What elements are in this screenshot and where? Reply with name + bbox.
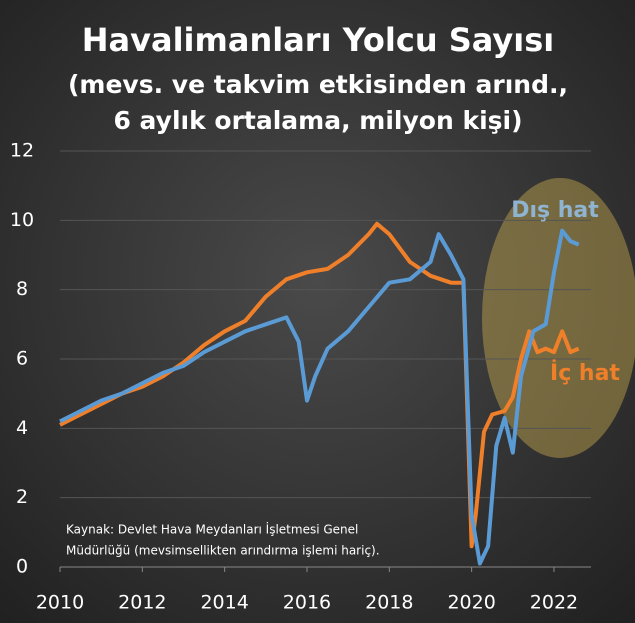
y-tick-label: 6 bbox=[16, 348, 28, 370]
series-line bbox=[59, 228, 580, 566]
series-label: İç hat bbox=[550, 360, 620, 386]
x-tick-label: 2014 bbox=[200, 592, 248, 614]
x-tick-label: 2022 bbox=[530, 592, 578, 614]
source-note: Kaynak: Devlet Hava Meydanları İşletmesi… bbox=[66, 522, 358, 537]
x-tick-label: 2010 bbox=[36, 592, 84, 614]
y-tick-label: 10 bbox=[10, 209, 34, 231]
y-tick-label: 0 bbox=[16, 556, 28, 578]
x-tick-label: 2018 bbox=[365, 592, 413, 614]
source-note: Müdürlüğü (mevsimsellikten arındırma işl… bbox=[66, 544, 380, 558]
y-tick-label: 12 bbox=[10, 140, 34, 162]
chart-subtitle: (mevs. ve takvim etkisinden arınd., bbox=[68, 70, 568, 99]
y-tick-label: 8 bbox=[16, 278, 28, 300]
x-tick-label: 2016 bbox=[283, 592, 331, 614]
x-tick-label: 2012 bbox=[118, 592, 166, 614]
chart-subtitle: 6 aylık ortalama, milyon kişi) bbox=[113, 106, 522, 135]
chart-title: Havalimanları Yolcu Sayısı bbox=[82, 21, 555, 59]
series-label: Dış hat bbox=[511, 198, 599, 223]
x-tick-label: 2020 bbox=[447, 592, 495, 614]
y-tick-label: 2 bbox=[16, 486, 28, 508]
y-tick-label: 4 bbox=[16, 417, 28, 439]
